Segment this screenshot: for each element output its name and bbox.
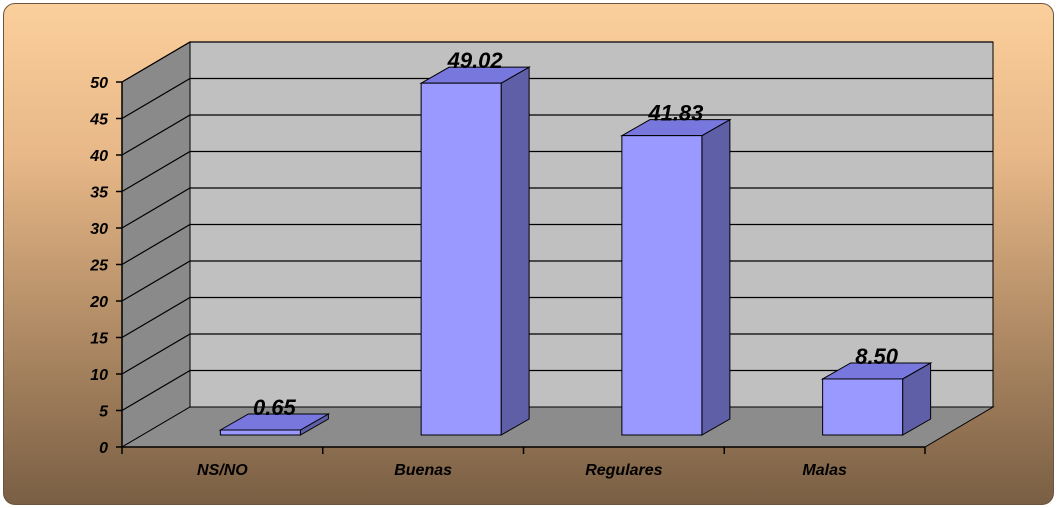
y-tick-label: 0 xyxy=(99,440,108,457)
bar-regulares xyxy=(619,118,732,436)
gridline xyxy=(121,77,993,120)
bar-malas xyxy=(820,362,933,436)
bar-front xyxy=(621,135,703,436)
y-tick-label: 30 xyxy=(90,221,108,238)
bar-front xyxy=(219,429,301,436)
gridline xyxy=(121,114,993,156)
y-tick-label: 10 xyxy=(90,367,108,384)
y-tick-label: 20 xyxy=(89,294,108,311)
bar-side xyxy=(701,118,731,436)
data-label: 8.50 xyxy=(855,344,899,369)
bar-front xyxy=(822,378,904,436)
y-tick-label: 15 xyxy=(90,331,109,348)
bar-ns-no xyxy=(218,413,331,436)
gridline xyxy=(121,41,993,83)
y-tick-label: 40 xyxy=(89,148,108,165)
x-tick-label: Malas xyxy=(802,462,847,479)
data-label: 41.83 xyxy=(647,101,703,126)
y-tick-label: 5 xyxy=(99,404,109,421)
x-tick-label: Regulares xyxy=(585,462,662,479)
bar-side xyxy=(500,66,530,436)
x-tick-label: Buenas xyxy=(394,462,452,479)
data-label: 49.02 xyxy=(447,48,504,73)
bar-front xyxy=(420,82,502,436)
y-tick-label: 35 xyxy=(90,185,109,202)
y-tick-label: 50 xyxy=(90,75,108,92)
data-label: 0.65 xyxy=(253,395,297,420)
y-tick-label: 25 xyxy=(89,258,109,275)
y-tick-label: 45 xyxy=(89,112,109,129)
bar-buenas xyxy=(419,66,532,436)
x-tick-label: NS/NO xyxy=(197,462,248,479)
